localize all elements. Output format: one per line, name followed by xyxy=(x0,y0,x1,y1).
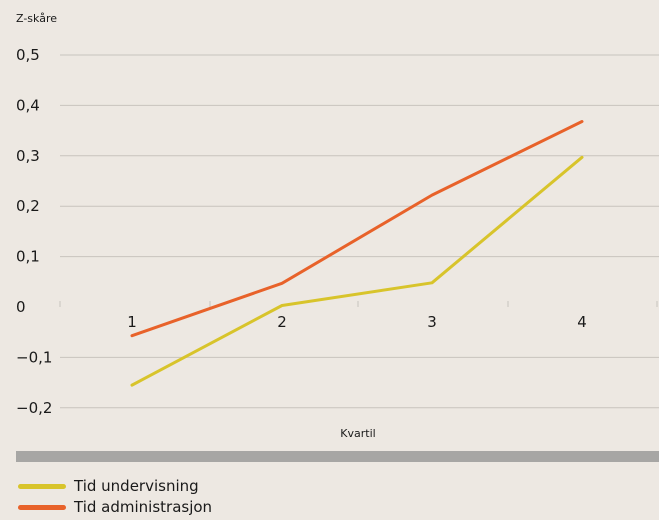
series-lines xyxy=(130,120,584,387)
legend-swatch-teaching xyxy=(18,484,66,489)
x-tick-label: 4 xyxy=(577,313,587,331)
x-tick-label: 1 xyxy=(127,313,137,331)
x-axis-title: Kvartil xyxy=(340,427,375,440)
y-axis-title: Z-skåre xyxy=(16,12,57,25)
x-tick-label: 3 xyxy=(427,313,437,331)
y-tick-label: 0 xyxy=(16,298,26,316)
y-tick-label: 0,5 xyxy=(16,46,40,64)
y-tick-label: 0,1 xyxy=(16,248,40,266)
series-line-administration xyxy=(130,120,584,338)
x-axis-labels: 1 2 3 4 xyxy=(127,313,587,331)
y-tick-label: −0,1 xyxy=(16,348,52,366)
x-tick-label: 2 xyxy=(277,313,287,331)
legend: Tid undervisning Tid administrasjon xyxy=(18,476,212,518)
x-axis-ticks xyxy=(59,301,658,307)
y-tick-label: 0,3 xyxy=(16,147,40,165)
legend-label-teaching: Tid undervisning xyxy=(74,477,199,495)
grid-lines xyxy=(60,54,659,409)
y-tick-label: −0,2 xyxy=(16,399,52,417)
line-chart: Z-skåre 0,5 0,4 0,3 0,2 0,1 0 −0,1 −0,2 1 2 3 4 Kv… xyxy=(16,12,659,462)
legend-swatch-administration xyxy=(18,505,66,510)
legend-item-administration: Tid administrasjon xyxy=(18,497,212,518)
y-axis-labels: 0,5 0,4 0,3 0,2 0,1 0 −0,1 −0,2 xyxy=(16,46,52,417)
legend-item-teaching: Tid undervisning xyxy=(18,476,212,497)
footer-bar xyxy=(16,451,659,462)
y-tick-label: 0,4 xyxy=(16,96,40,114)
series-line-teaching xyxy=(130,155,584,387)
y-tick-label: 0,2 xyxy=(16,197,40,215)
legend-label-administration: Tid administrasjon xyxy=(74,498,213,516)
